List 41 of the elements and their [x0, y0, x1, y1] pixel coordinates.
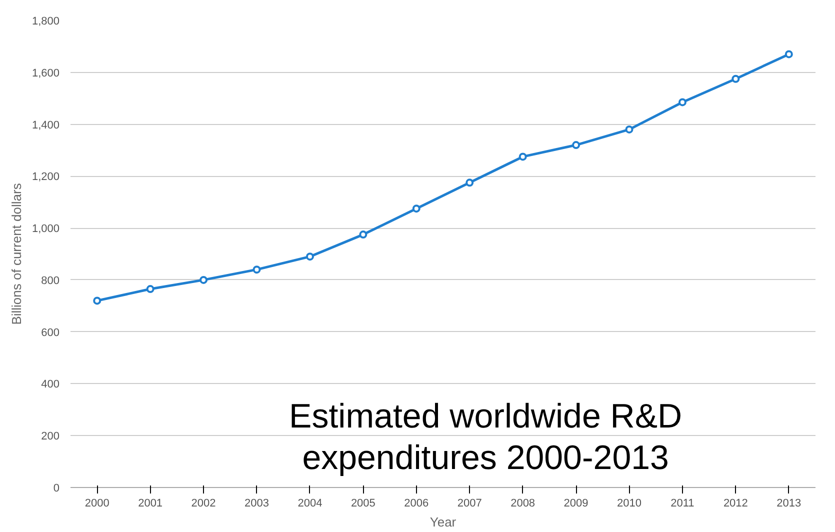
x-tick-label: 2009: [564, 498, 588, 510]
point: [306, 252, 314, 261]
x-tick-label: 2002: [191, 498, 216, 510]
x-tick-label: 2007: [457, 498, 482, 510]
y-tick-label: 1,000: [32, 223, 60, 236]
x-tick-label: 2005: [350, 498, 376, 510]
x-tick-label: 2011: [670, 498, 694, 510]
point: [678, 98, 686, 106]
y-tick-label: 600: [41, 326, 60, 339]
point: [784, 50, 793, 58]
point: [200, 276, 208, 284]
y-tick-label: 1,800: [32, 16, 60, 28]
y-tick-label: 800: [41, 274, 60, 287]
x-tick-label: 2006: [404, 498, 429, 510]
y-tick-label: 1,200: [32, 171, 60, 184]
point: [412, 204, 420, 213]
y-tick-label: 0: [53, 482, 60, 494]
point: [93, 296, 102, 305]
point: [146, 285, 154, 294]
x-tick-label: 2003: [244, 498, 269, 510]
y-tick-label: 200: [41, 430, 60, 443]
point: [252, 266, 261, 274]
y-tick-label: 1,600: [32, 67, 60, 80]
point: [625, 125, 634, 134]
x-axis-title: Year: [430, 514, 457, 530]
point: [466, 178, 474, 187]
x-tick-label: 2001: [138, 498, 163, 510]
y-axis-title: Billions of current dollars: [8, 182, 24, 325]
x-tick-label: 2012: [723, 498, 748, 510]
point: [732, 74, 740, 83]
x-tick-label: 2004: [298, 498, 322, 510]
point: [359, 230, 368, 239]
point: [572, 141, 580, 150]
point: [518, 152, 527, 161]
x-tick-label: 2000: [84, 498, 110, 510]
y-tick-label: 1,400: [32, 119, 60, 132]
x-tick-label: 2013: [776, 498, 802, 510]
x-tick-label: 2010: [617, 498, 642, 510]
annotation: Estimated worldwide R&D expenditures 2000-2013: [289, 397, 682, 478]
y-tick-label: 400: [41, 378, 60, 391]
x-tick-label: 2008: [510, 498, 536, 510]
